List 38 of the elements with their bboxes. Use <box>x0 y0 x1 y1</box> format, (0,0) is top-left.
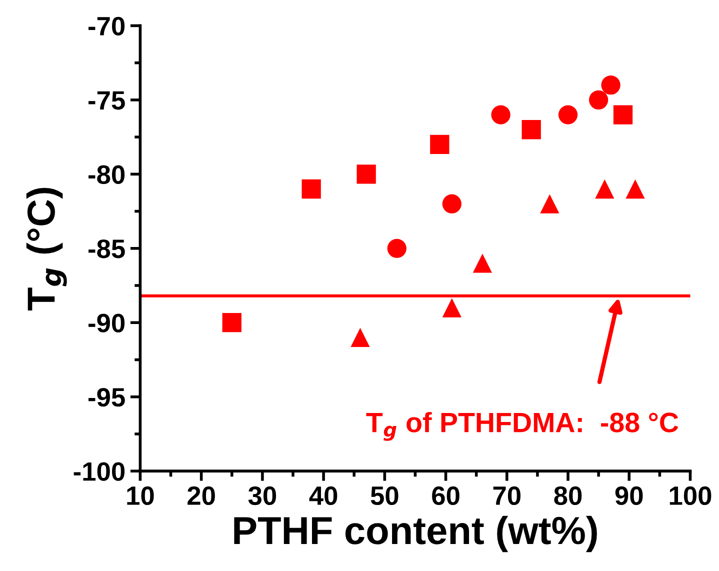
point <box>491 105 510 124</box>
point <box>588 90 608 110</box>
y-tick-label: -95 <box>88 388 125 407</box>
x-tick-label: 30 <box>248 486 276 506</box>
point <box>387 238 406 258</box>
x-tick-label: 60 <box>432 486 460 506</box>
point <box>558 105 578 124</box>
x-axis-title: PTHF content (wt%) <box>234 516 597 552</box>
point <box>613 105 633 124</box>
y-tick-label: -85 <box>88 240 125 258</box>
point <box>442 194 462 214</box>
annotation: T$_{g}$ of PTHFDMA: -88 °C <box>366 412 678 441</box>
x-tick-label: 20 <box>188 486 215 506</box>
x-tick-label: 80 <box>554 486 582 506</box>
point <box>430 134 450 154</box>
x-tick-label: 90 <box>615 486 643 506</box>
point <box>522 120 541 140</box>
point <box>595 179 614 199</box>
point <box>540 194 560 214</box>
point <box>356 164 376 184</box>
x-tick-label: 10 <box>127 486 154 506</box>
y-tick-label: -75 <box>88 91 125 110</box>
x-tick-label: 70 <box>493 486 520 506</box>
point <box>472 254 492 273</box>
point <box>350 328 370 348</box>
point <box>442 298 462 318</box>
y-tick-label: -90 <box>88 314 125 332</box>
point <box>302 179 321 199</box>
y-tick-label: -70 <box>88 16 125 36</box>
x-tick-label: 50 <box>370 486 398 506</box>
y-tick-label: -80 <box>88 165 125 184</box>
point <box>601 76 620 95</box>
point <box>222 313 242 332</box>
x-tick-label: 100 <box>670 486 712 506</box>
y-tick-label: -100 <box>74 462 125 481</box>
point <box>626 179 645 199</box>
y-axis-title: T$_{g}$ (°C) <box>26 188 67 311</box>
x-tick-label: 40 <box>309 486 338 506</box>
